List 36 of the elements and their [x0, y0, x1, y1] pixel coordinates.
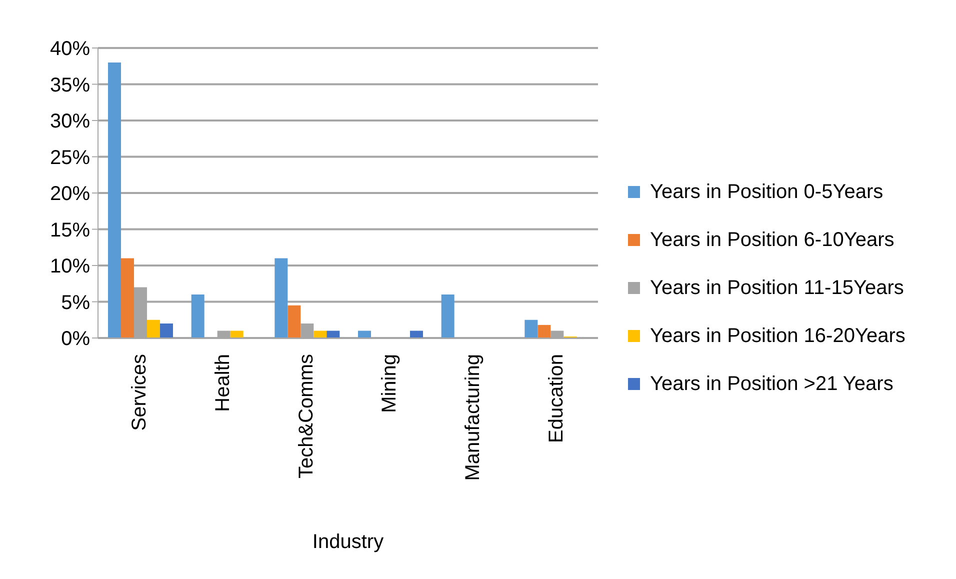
bar — [524, 320, 538, 338]
x-tick-label: Mining — [378, 354, 401, 413]
legend-label: Years in Position 6-10Years — [650, 228, 894, 253]
legend-label: Years in Position 11-15Years — [650, 276, 904, 301]
y-tick-label: 35% — [50, 74, 90, 96]
y-tick-label: 10% — [50, 256, 90, 278]
x-tick-label: Health — [212, 354, 234, 412]
x-tick-label: Tech&Comms — [295, 354, 318, 478]
bar — [288, 305, 301, 338]
bar — [147, 320, 160, 338]
legend-label: Years in Position 0-5Years — [650, 180, 884, 205]
bar — [274, 258, 288, 338]
bar — [160, 324, 173, 338]
y-tick-label: 15% — [50, 219, 90, 242]
bar — [108, 62, 121, 338]
bar — [314, 330, 327, 338]
bar — [230, 330, 244, 338]
y-tick-label: 40% — [50, 38, 90, 60]
bar — [410, 330, 423, 338]
y-tick-label: 30% — [50, 110, 90, 133]
y-tick-label: 25% — [50, 146, 90, 169]
x-tick-label: Services — [128, 354, 151, 431]
bar — [441, 294, 454, 338]
legend-label: Years in Position 16-20Years — [650, 324, 906, 349]
bar — [326, 330, 340, 338]
bar — [121, 258, 134, 338]
x-tick-label: Manufacturing — [462, 354, 484, 481]
x-axis-title: Industry — [312, 531, 384, 553]
x-tick-label: Education — [545, 354, 568, 443]
bar — [358, 330, 371, 338]
bar — [191, 294, 204, 338]
y-tick-label: 20% — [50, 183, 90, 206]
y-tick-label: 0% — [61, 328, 90, 350]
bar — [538, 324, 551, 338]
y-tick-label: 5% — [61, 292, 90, 314]
legend-label: Years in Position >21 Years — [650, 372, 894, 397]
